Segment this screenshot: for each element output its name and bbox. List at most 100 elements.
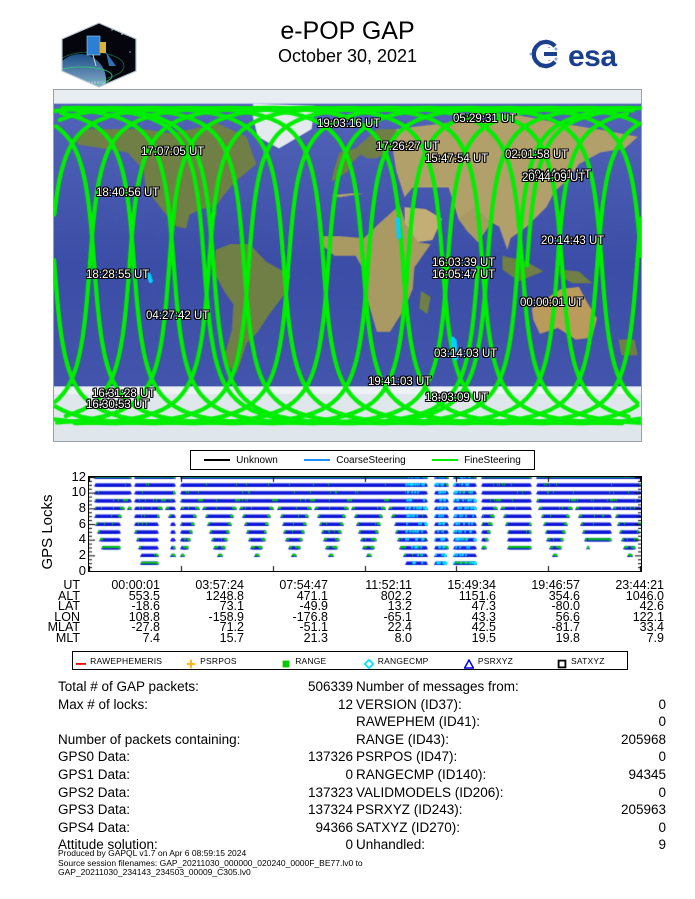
stat-heading-messages-from: Number of messages from:	[356, 678, 666, 696]
gps-locks-y-ticks: 0 2 4 6 8 10 12	[58, 474, 86, 574]
stat-label: SATXYZ (ID270):	[356, 819, 460, 837]
statistics-left-column: Total # of GAP packets: 506339 Max # of …	[58, 678, 353, 854]
stat-value: 94366	[315, 819, 353, 837]
gps-locks-plot	[88, 476, 642, 572]
ut-timestamp-label: 20:14:43 UT	[541, 235, 604, 247]
stat-row: GPS4 Data: 94366	[58, 819, 353, 837]
gps-message-type-legend: RAWEPHEMERIS PSRPOS RANGE RANGECMP PSRXYZ SAT…	[72, 651, 628, 670]
stat-value: 137324	[308, 801, 353, 819]
legend-label-finesteering: FineSteering	[464, 455, 521, 466]
stat-right-rows: VERSION (ID37): 0 RAWEPHEM (ID41): 0 RANGE (…	[356, 696, 666, 854]
footer-production-info: Produced by GAPQL v1.7 on Apr 6 08:59:15…	[58, 849, 658, 878]
y-tick-label: 0	[79, 564, 86, 577]
stat-value-total-packets: 506339	[308, 678, 353, 696]
stat-value-max-locks: 12	[338, 696, 353, 714]
stat-heading-packets-containing: Number of packets containing:	[58, 731, 353, 749]
ephemeris-cell: 15.7	[172, 633, 244, 644]
y-tick-label: 8	[79, 501, 86, 514]
gps-legend-item-satxyz: SATXYZ	[535, 656, 627, 666]
ut-timestamp-label: 20:44:09 UT	[522, 172, 585, 184]
ut-timestamp-label: 16:30:53 UT	[86, 399, 149, 411]
stat-value: 94345	[628, 766, 666, 784]
gps-legend-item-range: RANGE	[258, 656, 350, 666]
gps-locks-scatter-canvas	[89, 477, 641, 571]
legend-line-coarsesteering	[304, 459, 330, 461]
stat-spacer	[58, 713, 353, 731]
ut-timestamp-label: 19:03:16 UT	[317, 118, 380, 130]
ephemeris-cell: 21.3	[256, 633, 328, 644]
stat-label: RANGECMP (ID140):	[356, 766, 486, 784]
stat-label: PSRXYZ (ID243):	[356, 801, 463, 819]
stat-row: GPS1 Data: 0	[58, 766, 353, 784]
stat-row: SATXYZ (ID270): 0	[356, 819, 666, 837]
map-legend-item-unknown: Unknown	[204, 455, 278, 466]
statistics-section: Total # of GAP packets: 506339 Max # of …	[0, 678, 695, 838]
ut-timestamp-label: 05:29:31 UT	[453, 113, 516, 125]
ut-timestamp-label: 00:00:01 UT	[520, 297, 583, 309]
map-legend: Unknown CoarseSteering FineSteering	[190, 450, 535, 470]
stat-row: RANGECMP (ID140): 94345	[356, 766, 666, 784]
gps-legend-label: PSRPOS	[200, 656, 237, 666]
legend-label-unknown: Unknown	[236, 455, 278, 466]
stat-row: RANGE (ID43): 205968	[356, 731, 666, 749]
gps-legend-label: RANGE	[295, 656, 326, 666]
ut-timestamp-label: 02:01:58 UT	[505, 149, 568, 161]
gps-legend-label: PSRXYZ	[478, 656, 513, 666]
stat-value: 0	[658, 784, 666, 802]
ephemeris-cell: 7.9	[592, 633, 664, 644]
y-tick-label: 4	[79, 532, 86, 545]
gps-legend-item-rawephemeris: RAWEPHEMERIS	[73, 656, 165, 666]
legend-line-unknown	[204, 459, 230, 461]
stat-label: GPS0 Data:	[58, 748, 130, 766]
ut-timestamp-label: 04:27:42 UT	[146, 310, 209, 322]
stat-value: 9	[658, 836, 666, 854]
y-tick-label: 6	[79, 517, 86, 530]
map-legend-item-coarsesteering: CoarseSteering	[304, 455, 405, 466]
stat-label: VALIDMODELS (ID206):	[356, 784, 504, 802]
esa-logo-icon: esa	[524, 33, 634, 75]
ephemeris-cell: 19.8	[508, 633, 580, 644]
gps-legend-label: SATXYZ	[571, 656, 605, 666]
ut-timestamp-label: 15:47:54 UT	[425, 153, 488, 165]
ephemeris-row-mlt: MLT 7.4 15.7 21.3 8.0 19.5 19.8 7.9	[40, 633, 670, 644]
gps-legend-item-psrxyz: PSRXYZ	[442, 656, 534, 666]
square-open-marker-icon	[557, 656, 566, 665]
stat-row: VERSION (ID37): 0	[356, 696, 666, 714]
stat-row: GPS2 Data: 137323	[58, 784, 353, 802]
stat-value: 0	[658, 748, 666, 766]
stat-value: 137323	[308, 784, 353, 802]
ephemeris-cell: 7.4	[88, 633, 160, 644]
stat-label: VERSION (ID37):	[356, 696, 462, 714]
gps-legend-item-psrpos: PSRPOS	[165, 656, 257, 666]
stat-label-total-packets: Total # of GAP packets:	[58, 678, 199, 696]
dash-marker-icon	[76, 656, 85, 665]
stat-value: 205963	[621, 801, 666, 819]
triangle-marker-icon	[464, 656, 473, 665]
stat-value: 0	[658, 696, 666, 714]
stat-label: GPS1 Data:	[58, 766, 130, 784]
ut-timestamp-label: 16:05:47 UT	[432, 269, 495, 281]
ut-timestamp-label: 19:41:03 UT	[368, 376, 431, 388]
stat-value: 205968	[621, 731, 666, 749]
stat-left-rows: GPS0 Data: 137326 GPS1 Data: 0 GPS2 Data: 137…	[58, 748, 353, 854]
gps-legend-item-rangecmp: RANGECMP	[350, 656, 442, 666]
world-map-orbit-track-panel: 19:03:16 UT 05:29:31 UT 17:07:05 UT 17:26:2…	[53, 89, 642, 442]
legend-label-coarsesteering: CoarseSteering	[336, 455, 405, 466]
stat-row: VALIDMODELS (ID206): 0	[356, 784, 666, 802]
square-marker-icon	[281, 656, 290, 665]
stat-value: 137326	[308, 748, 353, 766]
y-tick-label: 10	[72, 485, 86, 498]
ut-timestamp-label: 18:40:56 UT	[96, 187, 159, 199]
stat-row-max-locks: Max # of locks: 12	[58, 696, 353, 714]
esa-wordmark: esa	[568, 40, 617, 73]
stat-row: GPS0 Data: 137326	[58, 748, 353, 766]
stat-label: PSRPOS (ID47):	[356, 748, 457, 766]
stat-label-max-locks: Max # of locks:	[58, 696, 148, 714]
stat-row: PSRXYZ (ID243): 205963	[356, 801, 666, 819]
stat-row: RAWEPHEM (ID41): 0	[356, 713, 666, 731]
stat-label: GPS3 Data:	[58, 801, 130, 819]
gps-legend-label: RAWEPHEMERIS	[90, 656, 162, 666]
stat-value: 0	[658, 713, 666, 731]
stat-label: RANGE (ID43):	[356, 731, 449, 749]
ut-timestamp-label: 17:26:27 UT	[376, 141, 439, 153]
